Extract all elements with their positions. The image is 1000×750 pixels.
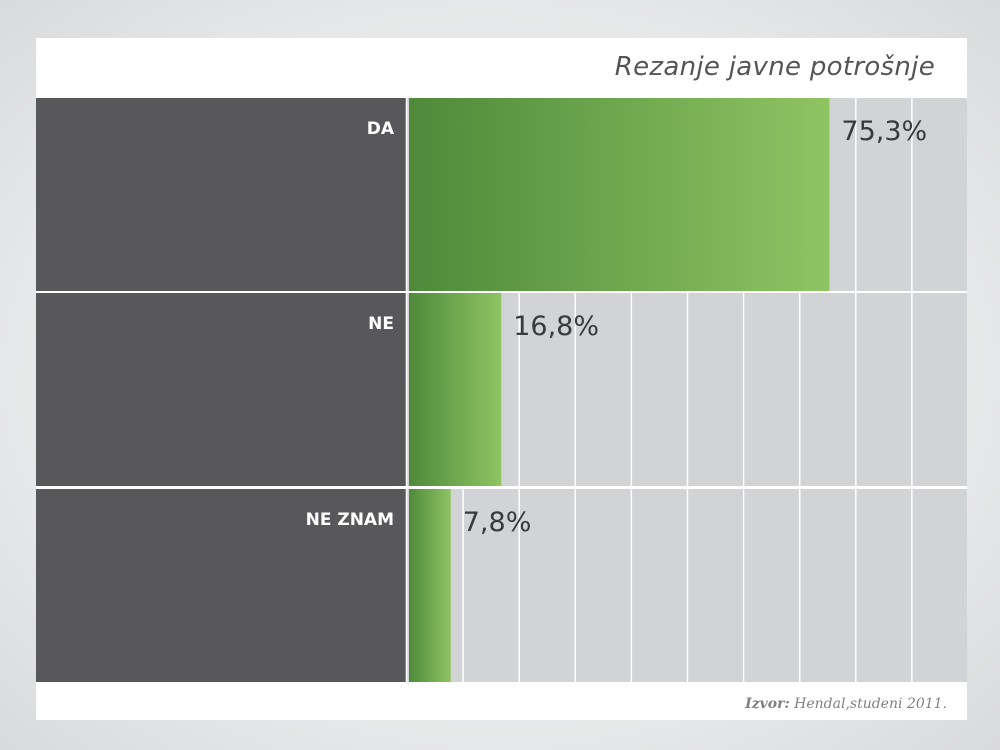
bar (409, 293, 502, 486)
category-label: DA (367, 119, 395, 139)
row-label-panel (36, 293, 406, 486)
data-label: 7,8% (463, 507, 532, 538)
category-label: NE (368, 314, 394, 334)
bar (409, 98, 830, 291)
bar (409, 489, 451, 682)
source-label: Izvor: (745, 696, 790, 712)
category-label: NE ZNAM (306, 510, 394, 530)
data-label: 75,3% (841, 116, 927, 147)
source-note: Izvor: Hendal,studeni 2011. (745, 696, 947, 712)
data-label: 16,8% (513, 311, 599, 342)
chart-plot: DA 75,3% NE 16,8% NE ZNAM 7,8% (36, 98, 967, 682)
row-label-panel (36, 489, 406, 682)
chart-card: Rezanje javne potrošnje DA 75,3% NE 16,8% NE… (36, 38, 967, 720)
row-label-panel (36, 98, 406, 291)
source-text: Hendal,studeni 2011. (794, 696, 947, 712)
chart-title: Rezanje javne potrošnje (614, 52, 935, 82)
